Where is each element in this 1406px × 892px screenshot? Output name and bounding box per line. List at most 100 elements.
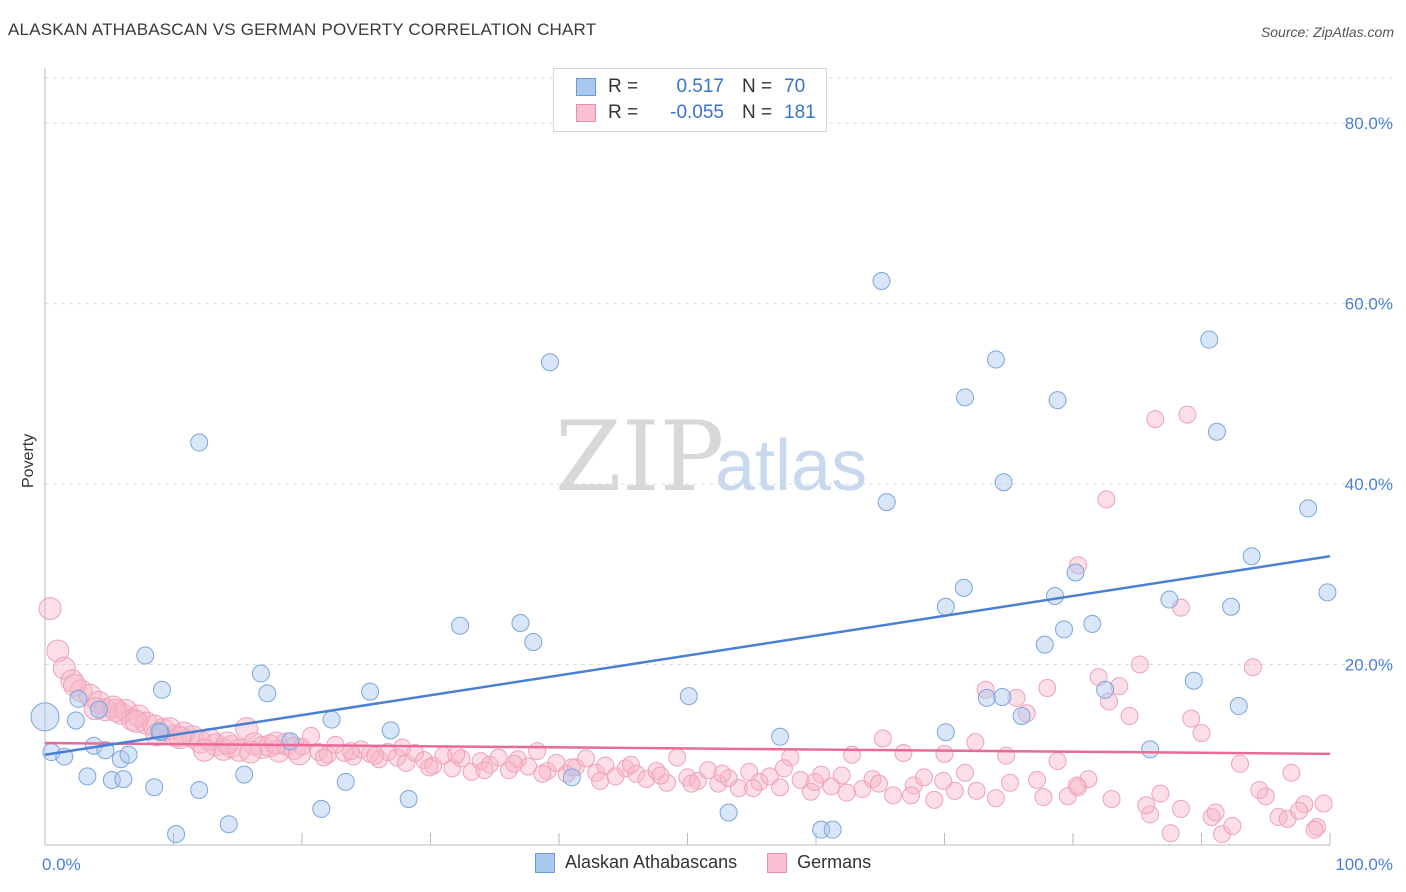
point-alaskan-athabascans xyxy=(954,578,973,597)
point-alaskan-athabascans xyxy=(258,684,277,703)
point-germans xyxy=(101,695,125,719)
bottom-legend-item-germans[interactable]: Germans xyxy=(767,852,871,873)
point-germans xyxy=(966,733,985,752)
point-germans xyxy=(562,758,581,777)
point-alaskan-athabascans xyxy=(322,710,341,729)
y-axis-label: Poverty xyxy=(20,434,37,488)
point-germans xyxy=(393,738,412,757)
point-germans xyxy=(729,779,748,798)
point-germans xyxy=(1097,490,1116,509)
point-germans xyxy=(576,749,595,768)
point-germans xyxy=(774,759,793,778)
point-germans xyxy=(682,774,701,793)
point-germans xyxy=(420,758,439,777)
point-germans xyxy=(1001,773,1020,792)
point-alaskan-athabascans xyxy=(993,688,1012,707)
point-germans xyxy=(894,743,913,762)
point-germans xyxy=(771,778,790,797)
point-germans xyxy=(366,746,385,765)
point-germans xyxy=(884,786,903,805)
point-germans xyxy=(1223,817,1242,836)
point-germans xyxy=(397,753,416,772)
point-germans xyxy=(1130,655,1149,674)
legend-n-label: N = xyxy=(742,76,773,97)
point-germans xyxy=(902,786,921,805)
point-germans xyxy=(1151,784,1170,803)
point-alaskan-athabascans xyxy=(381,721,400,740)
point-germans xyxy=(750,772,769,791)
point-alaskan-athabascans xyxy=(1184,671,1203,690)
point-germans xyxy=(791,771,810,790)
point-germans xyxy=(744,779,763,798)
point-germans xyxy=(314,748,333,767)
point-alaskan-athabascans xyxy=(1012,706,1031,725)
point-alaskan-athabascans xyxy=(872,272,891,291)
y-tick-label: 20.0% xyxy=(1345,656,1393,675)
point-alaskan-athabascans xyxy=(1096,680,1115,699)
legend-n-value: 70 xyxy=(784,76,806,97)
legend-row-alaskan: R = 0.517 N = 70 xyxy=(576,75,805,99)
bottom-legend-item-alaskan[interactable]: Alaskan Athabascans xyxy=(535,852,737,873)
point-alaskan-athabascans xyxy=(190,780,209,799)
point-germans xyxy=(215,731,239,755)
point-germans xyxy=(713,764,732,783)
point-germans xyxy=(1099,692,1118,711)
point-alaskan-athabascans xyxy=(251,664,270,683)
point-germans xyxy=(967,781,986,800)
point-germans xyxy=(997,746,1016,765)
tick-labels: 20.0% 40.0% 60.0% 80.0% 0.0% 100.0% xyxy=(42,114,1393,874)
point-alaskan-athabascans xyxy=(1083,614,1102,633)
point-germans xyxy=(986,789,1005,808)
point-alaskan-athabascans xyxy=(312,799,331,818)
point-germans xyxy=(1161,824,1180,843)
point-germans xyxy=(709,774,728,793)
legend-r-value: 0.517 xyxy=(676,76,724,97)
point-alaskan-athabascans xyxy=(78,767,97,786)
point-alaskan-athabascans xyxy=(1141,740,1160,759)
point-germans xyxy=(1017,704,1036,723)
point-germans xyxy=(341,742,360,761)
point-germans xyxy=(505,754,524,773)
point-alaskan-athabascans xyxy=(1046,586,1065,605)
point-germans xyxy=(87,690,111,714)
chart-title: ALASKAN ATHABASCAN VS GERMAN POVERTY COR… xyxy=(8,20,597,39)
point-germans xyxy=(388,748,407,767)
legend-row-germans: R = -0.055 N = 181 xyxy=(576,101,816,125)
point-germans xyxy=(1079,770,1098,789)
point-alaskan-athabascans xyxy=(361,682,380,701)
point-germans xyxy=(1182,709,1201,728)
legend-swatch-alaskan xyxy=(576,78,596,96)
point-alaskan-athabascans xyxy=(1035,635,1054,654)
legend-r-label: R = xyxy=(608,76,639,97)
point-germans xyxy=(914,768,933,787)
point-germans xyxy=(1178,405,1197,424)
point-germans xyxy=(104,699,128,723)
legend-n-value: 181 xyxy=(784,102,816,123)
gridlines xyxy=(45,77,1392,666)
point-germans xyxy=(301,726,320,745)
bottom-legend-label-germans: Germans xyxy=(797,852,872,872)
point-germans xyxy=(1256,787,1275,806)
y-tick-label: 80.0% xyxy=(1345,114,1393,133)
point-germans xyxy=(591,771,610,790)
legend-swatch-germans xyxy=(576,104,596,122)
point-germans xyxy=(519,757,538,776)
point-germans xyxy=(869,774,888,793)
point-germans xyxy=(1269,808,1288,827)
point-alaskan-athabascans xyxy=(1299,499,1318,518)
point-germans xyxy=(805,772,824,791)
point-germans xyxy=(873,729,892,748)
point-alaskan-athabascans xyxy=(136,646,155,665)
point-alaskan-athabascans xyxy=(281,732,300,751)
point-germans xyxy=(699,761,718,780)
point-germans xyxy=(1231,754,1250,773)
source-label: Source: ZipAtlas.com xyxy=(1260,24,1394,40)
point-germans xyxy=(651,766,670,785)
legend-n-label: N = xyxy=(742,102,773,123)
point-germans xyxy=(1034,788,1053,807)
point-germans xyxy=(1171,799,1190,818)
axes xyxy=(44,68,1331,846)
point-alaskan-athabascans xyxy=(1318,583,1337,602)
point-germans xyxy=(1028,771,1047,790)
